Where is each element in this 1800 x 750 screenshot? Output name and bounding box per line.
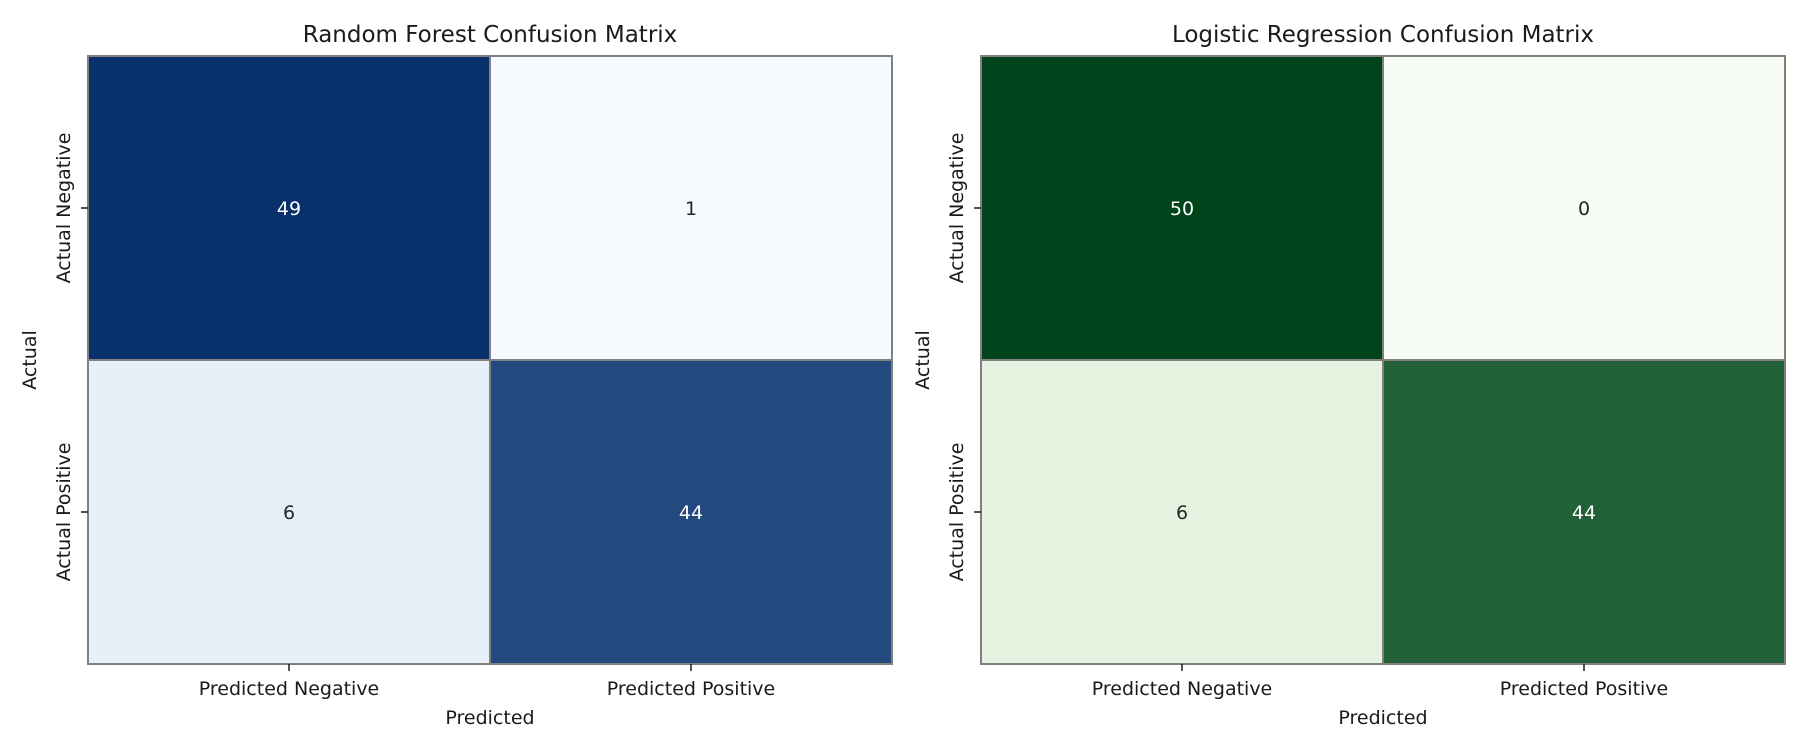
chart-title: Random Forest Confusion Matrix [303,22,678,48]
y-tick-label: Actual Negative [946,133,968,284]
y-tick-label: Actual Negative [53,133,75,284]
chart-title: Logistic Regression Confusion Matrix [1172,22,1594,48]
x-tick-label: Predicted Positive [1500,678,1668,700]
y-tick-label: Actual Positive [53,443,75,582]
x-axis-label: Predicted [445,707,534,729]
y-axis-label: Actual [912,330,934,390]
cell-value-label: 6 [1176,502,1188,524]
heatmap-cell [489,359,893,665]
x-tick-label: Predicted Negative [199,678,380,700]
heatmap-cell [489,55,893,361]
cell-value-label: 50 [1170,198,1194,220]
cell-value-label: 44 [679,502,703,524]
y-tick-label: Actual Positive [946,443,968,582]
cell-value-label: 44 [1572,502,1596,524]
confusion-matrix-panel: 49 1 6 44 Random Forest Confusion Matrix Pred… [19,22,893,729]
y-axis-label: Actual [19,330,41,390]
heatmap-cell [980,359,1384,665]
plot-frame [980,55,1786,665]
x-axis-label: Predicted [1338,707,1427,729]
heatmap-cell [980,55,1384,361]
x-tick-label: Predicted Negative [1092,678,1273,700]
cell-value-label: 6 [283,502,295,524]
confusion-matrix-panel: 50 0 6 44 Logistic Regression Confusion Matr… [912,22,1786,729]
cell-value-label: 1 [685,198,697,220]
x-tick-label: Predicted Positive [607,678,775,700]
plot-frame [87,55,893,665]
heatmap-cell [87,55,491,361]
cell-value-label: 49 [277,198,301,220]
cell-value-label: 0 [1578,198,1590,220]
heatmap-cell [1382,359,1786,665]
heatmap-cell [87,359,491,665]
